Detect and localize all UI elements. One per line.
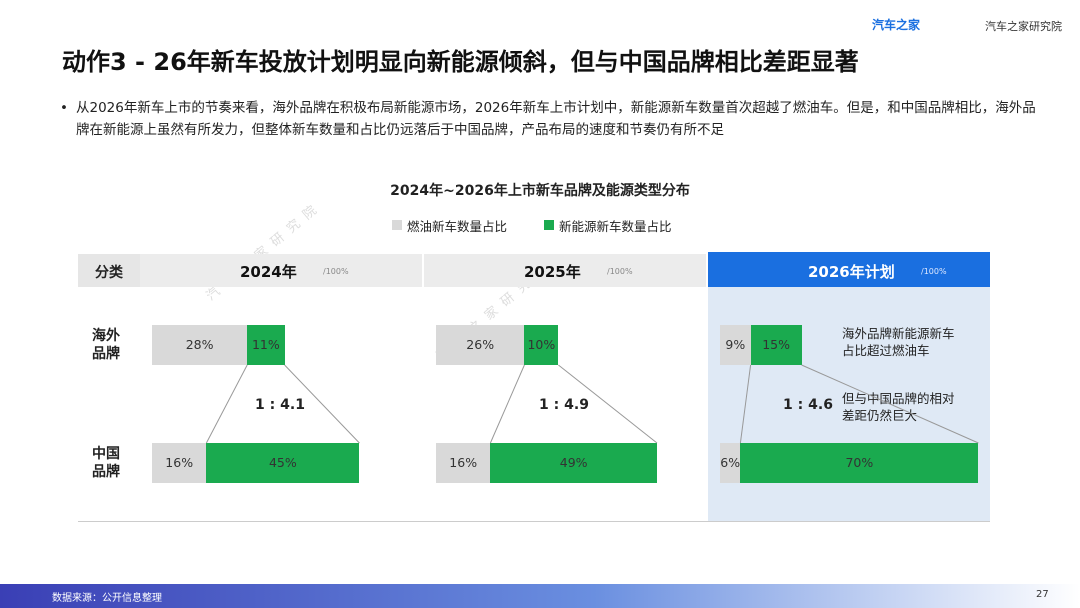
panel-name: 2026年计划 [808, 263, 895, 281]
panel-header [708, 252, 990, 287]
footer-bar [0, 584, 1080, 608]
bar [750, 325, 802, 365]
panel-divider [422, 254, 424, 522]
footer-source: 数据来源：公开信息整理 [52, 593, 162, 604]
row-header: 分类 [95, 265, 123, 281]
legend-label: 燃油新车数量占比 [407, 219, 508, 234]
value-label: 9% [725, 337, 746, 352]
value-label: 28% [185, 337, 214, 352]
panel-header [140, 254, 422, 287]
row-label: 中国品牌 [92, 446, 120, 480]
value-label: 49% [559, 455, 588, 470]
bullet-text: 从2026年新车上市的节奏来看，海外品牌在积极布局新能源市场，2026年新车上市… [58, 97, 1036, 141]
ratio-label: 1 : 4.1 [255, 397, 305, 413]
bar [152, 443, 207, 483]
panel-header [424, 254, 706, 287]
connector-line [558, 364, 658, 444]
bar [524, 325, 559, 365]
bar [152, 325, 248, 365]
page-number: 27 [1036, 589, 1049, 600]
value-label: 15% [762, 337, 790, 352]
value-label: 70% [845, 455, 874, 470]
bar [490, 443, 657, 483]
ratio-label: 1 : 4.6 [783, 397, 833, 413]
panel-divider [706, 254, 708, 522]
panel-unit: /100% [323, 267, 349, 276]
panel-name: 2024年 [240, 263, 297, 281]
panel-unit: /100% [607, 267, 633, 276]
connector-line [801, 364, 979, 444]
value-label: 16% [165, 455, 194, 470]
row-label: 海外品牌 [92, 328, 120, 362]
bar [247, 325, 285, 365]
value-label: 6% [720, 455, 741, 470]
annotation: 海外品牌新能源新车占比超过燃油车 [842, 326, 955, 358]
bar [436, 325, 525, 365]
connector-line [489, 364, 525, 444]
bar [436, 443, 491, 483]
legend-swatch [544, 220, 554, 230]
bar [740, 443, 979, 483]
connector-line [739, 364, 752, 444]
bottom-rule [78, 521, 990, 522]
value-label: 45% [268, 455, 297, 470]
ratio-label: 1 : 4.9 [539, 397, 589, 413]
connector-line [205, 364, 248, 444]
bar [720, 443, 741, 483]
panel-name: 2025年 [524, 263, 581, 281]
bar [206, 443, 360, 483]
connector-line [284, 364, 360, 444]
chart-title: 2024年~2026年上市新车品牌及能源类型分布 [390, 183, 690, 199]
panel-unit: /100% [921, 267, 947, 276]
legend-swatch [392, 220, 402, 230]
slide-title: 动作3 - 26年新车投放计划明显向新能源倾斜，但与中国品牌相比差距显著 [62, 48, 859, 76]
logo: 汽车之家 [872, 18, 921, 32]
value-label: 10% [527, 337, 556, 352]
value-label: 26% [466, 337, 495, 352]
value-label: 16% [449, 455, 478, 470]
bar [720, 325, 751, 365]
logo: 汽车之家研究院 [985, 20, 1062, 33]
legend-label: 新能源新车数量占比 [559, 219, 672, 234]
value-label: 11% [251, 337, 280, 352]
